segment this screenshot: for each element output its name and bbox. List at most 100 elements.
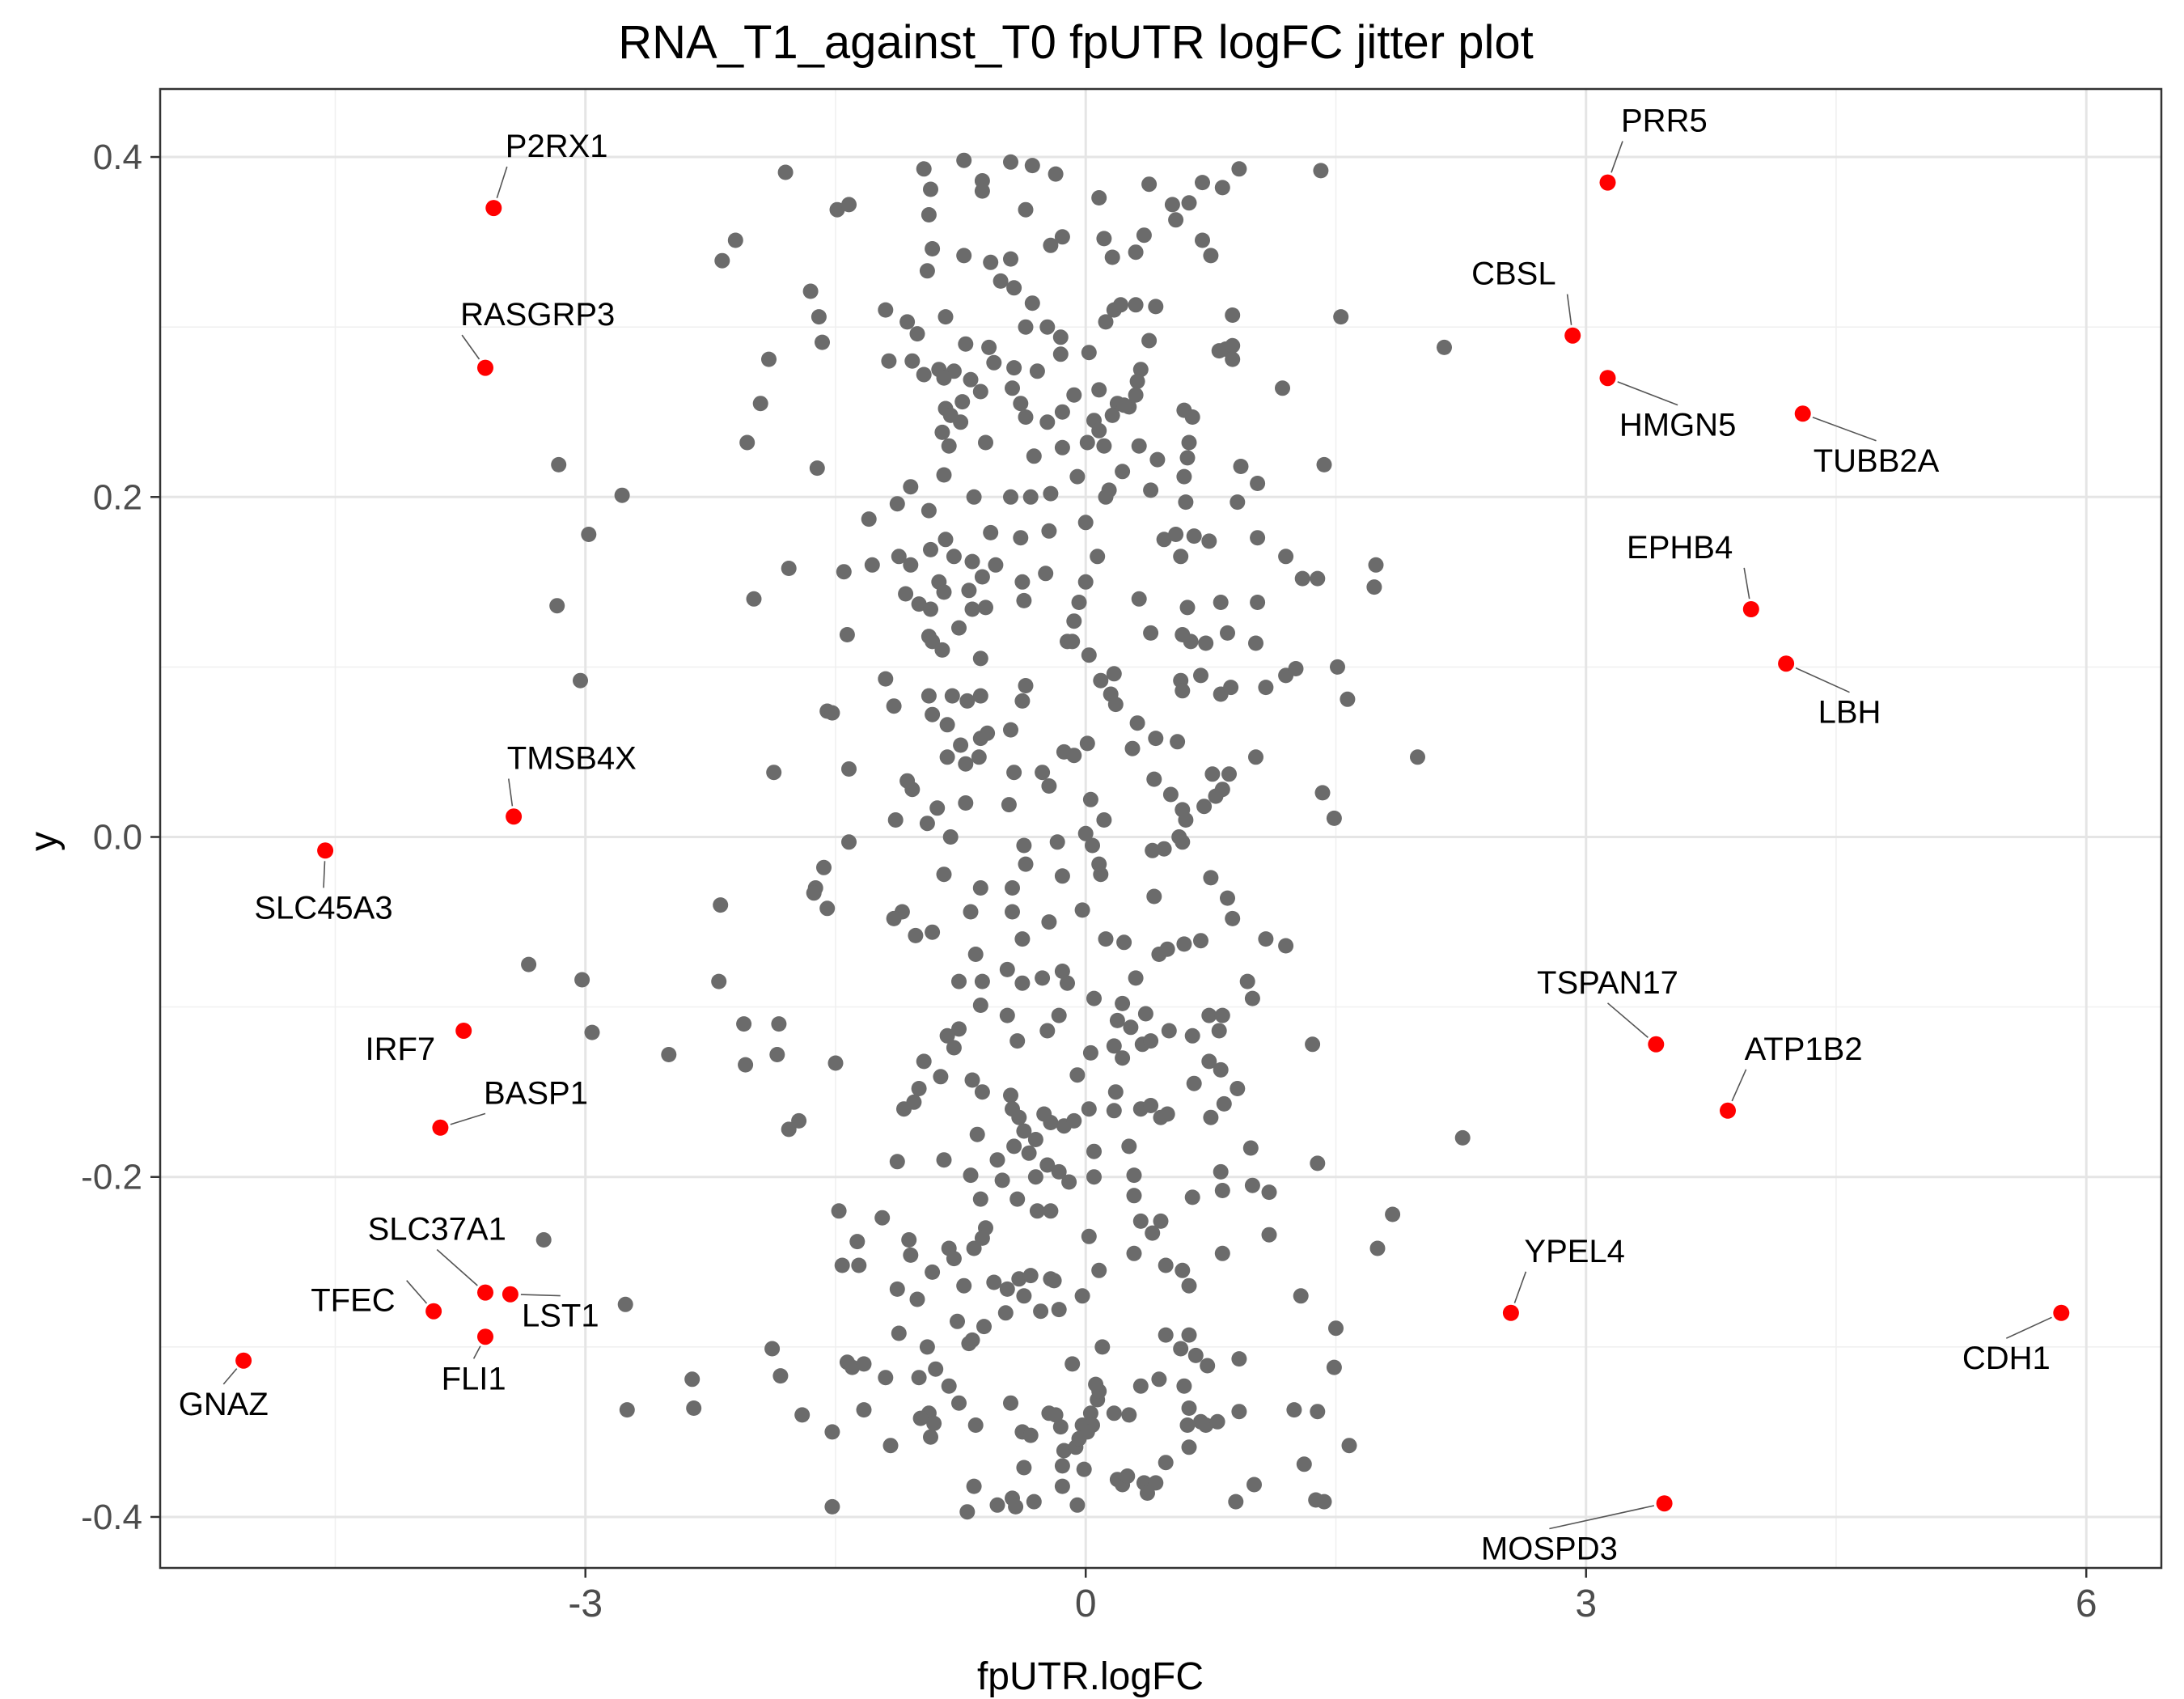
data-point — [1069, 468, 1086, 485]
data-point — [1039, 1157, 1056, 1173]
data-point — [903, 479, 919, 495]
data-point — [1410, 749, 1425, 765]
data-point — [972, 1191, 988, 1207]
data-point — [901, 1232, 917, 1248]
data-point — [1016, 592, 1032, 608]
data-point — [1066, 1112, 1082, 1129]
data-point — [746, 591, 762, 607]
data-point — [916, 161, 932, 177]
data-point — [781, 561, 797, 576]
data-point — [1250, 530, 1266, 546]
data-point — [1132, 1378, 1149, 1394]
data-point — [739, 434, 756, 451]
point-label: TSPAN17 — [1537, 965, 1678, 1001]
data-point — [1288, 661, 1304, 676]
data-point — [921, 688, 937, 704]
data-point — [1128, 297, 1144, 313]
data-point — [1156, 841, 1172, 857]
data-point — [923, 601, 938, 617]
data-point — [889, 1154, 905, 1170]
highlighted-point — [1648, 1036, 1665, 1053]
highlighted-point — [477, 359, 493, 376]
data-point — [1244, 1177, 1260, 1193]
data-point — [1074, 902, 1090, 918]
data-point — [1014, 693, 1031, 709]
data-point — [1145, 842, 1161, 858]
data-point — [983, 254, 999, 270]
data-point — [1043, 1203, 1059, 1219]
data-point — [1213, 1061, 1229, 1078]
point-label: P2RX1 — [506, 129, 608, 164]
data-point — [1009, 1033, 1026, 1049]
data-point — [974, 569, 990, 585]
data-point — [1181, 434, 1197, 451]
data-point — [1029, 363, 1045, 379]
data-point — [1064, 1356, 1081, 1372]
data-point — [1027, 1169, 1043, 1185]
data-point — [1225, 307, 1241, 323]
data-point — [946, 1251, 962, 1267]
data-point — [891, 1325, 907, 1341]
data-point — [1051, 1302, 1067, 1318]
data-point — [1231, 161, 1247, 177]
data-point — [1107, 1084, 1124, 1100]
data-point — [1385, 1206, 1401, 1222]
data-point — [1176, 468, 1192, 485]
data-point — [993, 273, 1009, 289]
data-point — [1181, 195, 1197, 211]
data-point — [1278, 938, 1294, 954]
data-point — [1181, 1327, 1197, 1343]
data-point — [1159, 1106, 1175, 1122]
data-point — [1043, 1115, 1059, 1130]
label-leader-line — [1513, 1271, 1527, 1303]
data-point — [1178, 812, 1194, 828]
data-point — [925, 924, 941, 940]
data-point — [1330, 659, 1345, 675]
point-label: TMSB4X — [507, 741, 637, 777]
highlighted-point — [1564, 327, 1581, 344]
data-point — [1201, 1053, 1217, 1070]
data-point — [1148, 1475, 1164, 1491]
y-tick-label: 0.4 — [93, 138, 142, 177]
data-point — [1076, 1461, 1092, 1477]
data-point — [1213, 595, 1229, 610]
data-point — [1143, 1098, 1159, 1113]
data-point — [1106, 1405, 1122, 1421]
data-point — [1225, 351, 1241, 367]
highlighted-point — [425, 1303, 442, 1320]
data-point — [1293, 1288, 1309, 1304]
data-point — [1086, 990, 1102, 1006]
data-point — [946, 1040, 962, 1056]
data-point — [1039, 1023, 1056, 1039]
y-tick-label: 0.2 — [93, 477, 142, 517]
data-point — [1146, 888, 1162, 905]
data-point — [1013, 530, 1029, 546]
data-point — [1230, 1081, 1246, 1096]
data-point — [1041, 523, 1057, 539]
data-point — [1091, 422, 1107, 439]
data-point — [1228, 1494, 1244, 1510]
data-point — [1310, 570, 1326, 587]
data-point — [981, 339, 997, 355]
data-point — [904, 353, 921, 369]
data-point — [1079, 735, 1095, 752]
data-point — [1231, 1404, 1247, 1420]
data-point — [1258, 680, 1274, 696]
data-point — [938, 532, 954, 548]
data-point — [978, 434, 993, 451]
data-point — [1316, 1494, 1332, 1510]
data-point — [1223, 680, 1239, 696]
data-point — [1136, 227, 1152, 244]
data-point — [1313, 163, 1329, 179]
data-point — [1258, 931, 1274, 947]
data-point — [964, 553, 980, 570]
data-point — [1096, 438, 1112, 454]
data-point — [1106, 1038, 1122, 1054]
data-point — [1116, 934, 1132, 951]
data-point — [1049, 834, 1065, 850]
data-point — [1193, 667, 1208, 684]
data-point — [1071, 1430, 1087, 1447]
data-point — [1024, 295, 1040, 311]
data-point — [989, 1152, 1005, 1168]
data-point — [1022, 1268, 1039, 1284]
